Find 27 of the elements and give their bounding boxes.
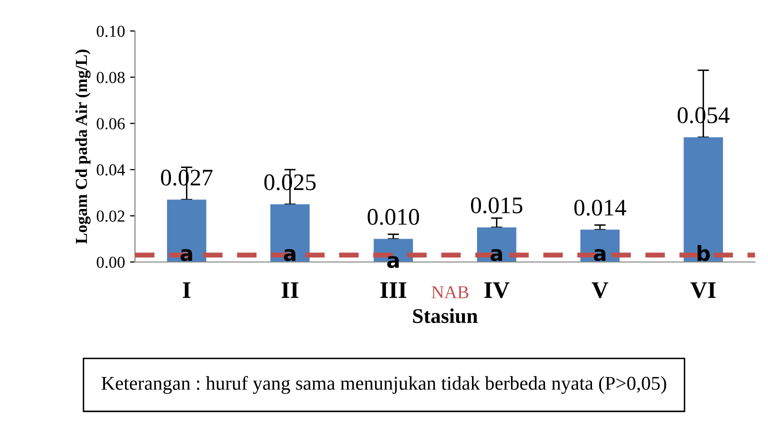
ref-line-label: NAB (432, 286, 468, 298)
bar (684, 137, 723, 262)
x-axis-title: Stasiun (413, 308, 478, 324)
y-tick-label: 0.06 (96, 118, 125, 130)
annotation: a (490, 249, 502, 262)
y-tick-label: 0.04 (96, 164, 126, 176)
text: Keterangan : huruf yang sama menunjukan tidak berbeda nyata (P>0,05) (102, 376, 666, 394)
annotation: a (387, 256, 399, 268)
data-label: 0.015 (471, 197, 522, 214)
y-tick-label: 0.02 (96, 210, 124, 222)
y-tick-label: 0.08 (96, 72, 125, 84)
bar (167, 200, 206, 262)
bar (270, 204, 310, 262)
y-tick-label: 0.10 (96, 26, 125, 38)
annotation: b (698, 244, 710, 262)
x-tick-label: IV (484, 282, 510, 298)
data-label: 0.014 (574, 200, 626, 216)
annotation: a (594, 249, 606, 262)
y-tick-label: 0.00 (96, 256, 125, 268)
y-axis-title: Logam Cd pada Air (mg/L) (75, 50, 91, 244)
data-label: 0.010 (368, 208, 419, 225)
x-tick-label: I (182, 282, 190, 298)
x-tick-label: V (592, 282, 608, 298)
x-tick-label: II (282, 282, 298, 298)
x-tick-label: VI (690, 282, 716, 298)
annotation: a (284, 249, 296, 262)
x-tick-label: III (380, 282, 406, 298)
